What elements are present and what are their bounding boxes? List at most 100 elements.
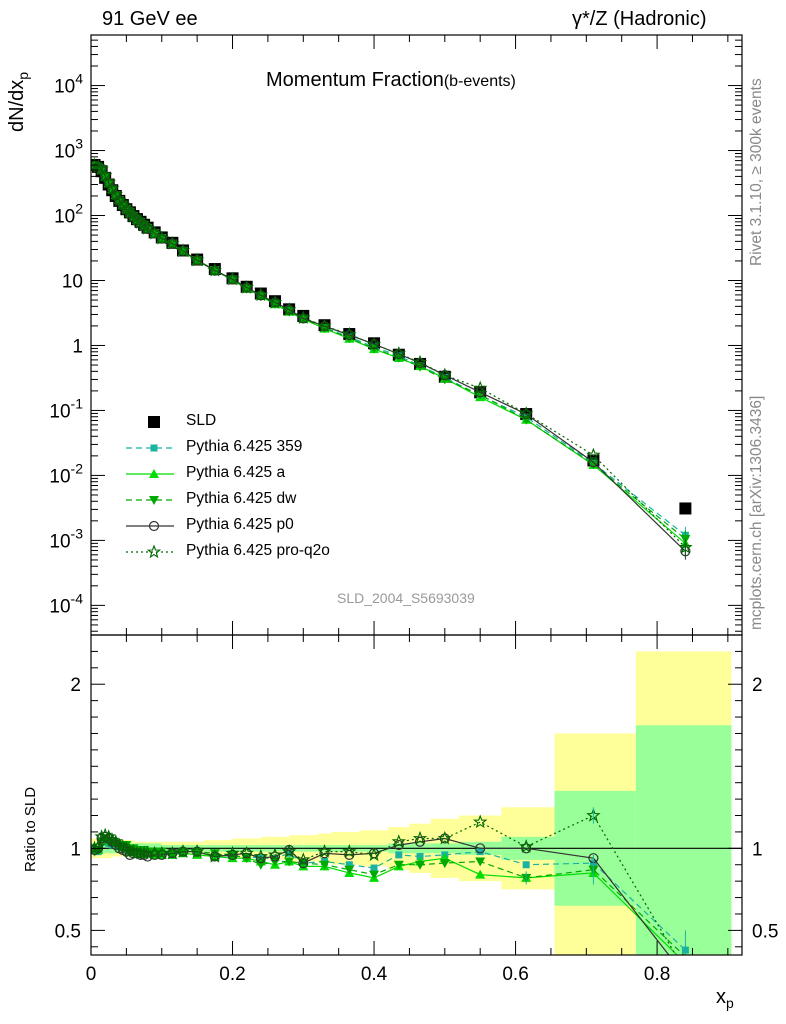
data-point-5 (267, 294, 283, 309)
data-point-4 (227, 274, 238, 285)
data-point-5 (225, 271, 240, 286)
legend-label: Pythia 6.425 pro-q2o (186, 542, 330, 559)
data-point-4 (298, 313, 309, 324)
legend-marker (150, 444, 158, 452)
data-point-5 (473, 380, 488, 395)
legend-entry: Pythia 6.425 pro-q2o (118, 541, 418, 563)
data-point-5 (97, 168, 113, 182)
ratio-point-0 (522, 861, 530, 869)
mcplots-side-text: mcplots.cern.ch [arXiv:1306.3436] (748, 395, 765, 630)
legend-label: Pythia 6.425 p0 (186, 516, 294, 533)
data-point-5 (119, 201, 134, 216)
ratio-point-3 (475, 843, 486, 854)
data-point-4 (107, 183, 118, 195)
y-tick-label: 10 (62, 271, 83, 292)
data-point-5 (94, 161, 109, 176)
y-tick-label: 10-3 (49, 525, 83, 552)
plot-title-sub: (b-events) (443, 73, 516, 90)
ratio-point-3 (521, 843, 532, 854)
data-point-5 (391, 346, 406, 360)
data-point-5 (239, 279, 254, 294)
legend-swatch (126, 520, 174, 532)
ratio-point-4 (122, 844, 138, 858)
ratio-y-tick-label: 1 (70, 839, 81, 860)
data-point-5 (519, 406, 534, 420)
legend-marker (149, 496, 159, 505)
axes-layer: 0 0.2 0.4 0.6 0.810-410-310-210-111010210310… (49, 34, 778, 985)
ratio-point-4 (253, 848, 268, 863)
data-point-5 (437, 367, 452, 382)
x-axis-title-sub: p (726, 995, 734, 1011)
data-point-4 (319, 321, 330, 332)
data-point-5 (366, 336, 382, 351)
ratio-point-4 (391, 834, 406, 848)
data-point-4 (177, 245, 189, 257)
ratio-point-2 (319, 860, 330, 870)
ratio-point-2 (415, 860, 426, 870)
ratio-y-tick-label-right: 0.5 (752, 921, 778, 942)
ratio-point-4 (239, 845, 254, 860)
y-tick-label: 10-2 (49, 460, 83, 487)
stat-uncertainty-band (635, 725, 732, 955)
data-point-5 (317, 318, 332, 333)
ratio-axis-title: Ratio to SLD (22, 786, 39, 872)
ratio-point-3 (255, 853, 266, 864)
data-point-4 (255, 290, 266, 301)
ratio-point-0 (345, 861, 353, 869)
data-point-5 (412, 354, 428, 369)
ratio-point-3 (319, 848, 330, 859)
legend-entry: Pythia 6.425 dw (118, 489, 418, 511)
ratio-y-tick-label: 0.5 (55, 921, 81, 942)
header-right: γ*/Z (Hadronic) (572, 8, 707, 30)
ratio-point-4 (437, 830, 452, 845)
ratio-y-tick-label-right: 1 (752, 839, 763, 860)
ratio-y-tick-label-right: 2 (752, 675, 763, 696)
ratio-point-4 (412, 830, 428, 845)
legend-label: Pythia 6.425 359 (186, 438, 303, 455)
ratio-point-2 (255, 860, 266, 870)
ratio-point-2 (209, 849, 220, 859)
ratio-point-4 (366, 847, 382, 862)
ratio-point-0 (285, 849, 293, 857)
series-line-2 (94, 164, 686, 544)
x-axis-title-main: x (716, 986, 726, 1008)
ratio-point-4 (317, 844, 332, 858)
legend-entry: SLD (118, 411, 418, 433)
data-point-3 (269, 299, 280, 309)
legend-swatch (148, 416, 160, 428)
data-point-5 (147, 225, 162, 240)
data-point-3 (588, 460, 599, 470)
ratio-point-3 (269, 851, 281, 862)
ratio-point-4 (165, 845, 180, 860)
ratio-point-4 (207, 848, 222, 863)
data-point-5 (586, 447, 601, 462)
x-tick-label: 0.4 (361, 964, 388, 985)
ratio-point-2 (241, 854, 252, 864)
data-point-3 (241, 284, 252, 294)
data-point-4 (209, 265, 220, 276)
data-point-5 (140, 221, 155, 235)
ratio-point-4 (519, 839, 534, 853)
data-point-5 (296, 310, 311, 325)
ratio-line-4 (94, 814, 677, 955)
ratio-point-4 (189, 843, 205, 858)
ratio-point-0 (395, 851, 403, 859)
ratio-point-2 (344, 865, 355, 875)
ratio-point-4 (175, 844, 191, 858)
data-point-5 (108, 187, 124, 202)
y-tick-label: 10-4 (49, 590, 83, 617)
data-point-5 (207, 262, 222, 277)
data-point-5 (104, 181, 120, 195)
legend-entry: Pythia 6.425 359 (118, 437, 418, 459)
data-point-5 (253, 287, 268, 302)
ratio-point-3 (393, 839, 404, 851)
ratio-point-3 (227, 849, 238, 860)
data-point-0 (679, 502, 692, 515)
legend-label: Pythia 6.425 dw (186, 490, 297, 507)
y-axis-title-main: dN/dx (6, 79, 28, 132)
y-tick-label: 104 (54, 71, 83, 98)
data-point-5 (175, 243, 191, 257)
x-axis-title: xp (716, 986, 734, 1011)
x-tick-label: 0.8 (644, 964, 670, 985)
